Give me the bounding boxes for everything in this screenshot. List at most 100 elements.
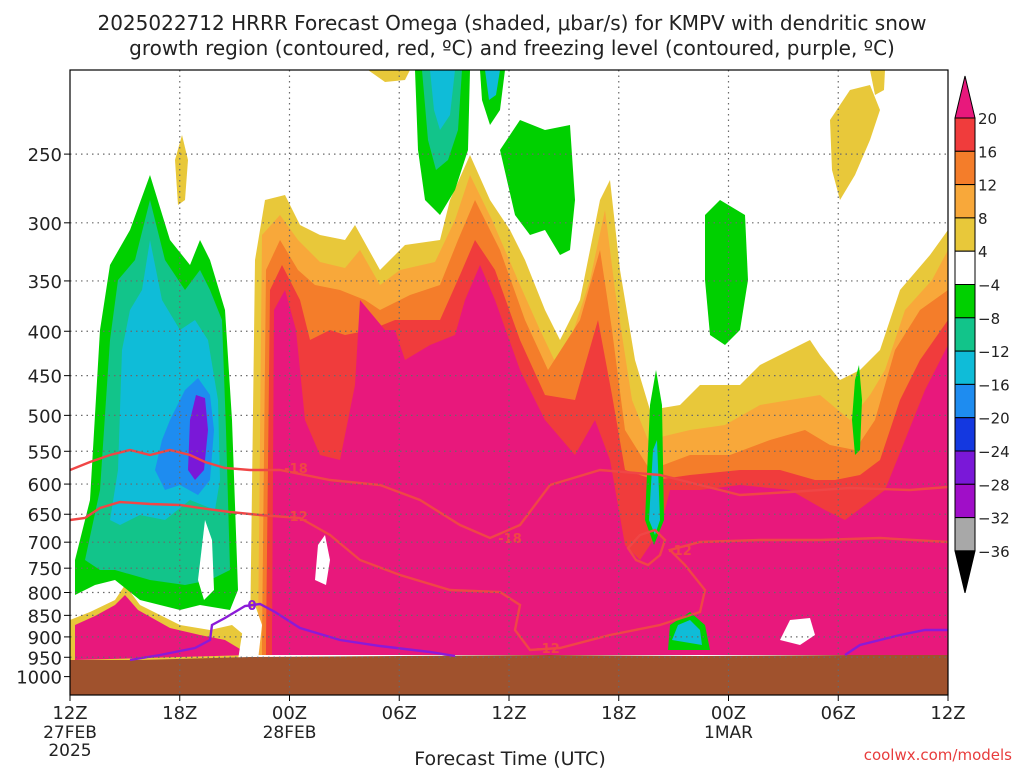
y-tick-label: 550 [28,442,62,463]
colorbar-label: −4 [978,277,1000,295]
chart-title-line-1: 2025022712 HRRR Forecast Omega (shaded, … [97,11,926,35]
omega-upper-plume-cyan [430,70,455,130]
omega-clear-hole-b [198,520,214,600]
colorbar-cap-bottom [954,550,976,594]
x-tick-label: 18Z [601,703,636,724]
omega-neg-column-cyan [649,440,660,535]
omega-patch-yellow-c [870,70,885,95]
omega-neg-column-green-2 [852,365,862,455]
y-tick-label: 400 [28,322,62,343]
colorbar-bin [954,250,976,285]
contours [70,448,948,662]
x-tick-label: 06Z [821,703,856,724]
colorbar-bin [954,450,976,485]
chart-title-line-2: growth region (contoured, red, ºC) and f… [129,36,895,60]
colorbar-label: −24 [978,443,1010,461]
y-tick-label: 350 [28,272,62,293]
colorbar-label: −36 [978,543,1010,561]
colorbar-bin [954,517,976,552]
colorbar-cap-top [954,75,976,119]
colorbar-label: −20 [978,410,1010,428]
colorbar-bin [954,317,976,352]
plot-frame [69,69,949,696]
x-tick-date: 28FEB [263,723,317,743]
x-tick-label: 12Z [930,703,965,724]
colorbar-label: −12 [978,343,1010,361]
omega-patch-yellow-b [830,85,880,200]
colorbar-label: 4 [978,243,988,261]
contour-label-minus-12-b: -12 [536,642,560,657]
colorbar-bin [954,417,976,452]
omega-low-core [75,595,250,660]
x-tick-label: 06Z [382,703,417,724]
x-tick-year: 2025 [48,741,91,761]
x-tick-date: 27FEB [43,723,97,743]
omega-neg-band-24 [188,395,208,480]
y-axis-ticks: 250 300 350 400 450 500 550 600 650 700 750 8008509… [16,145,70,689]
x-axis-label: Forecast Time (UTC) [414,748,605,768]
x-tick-date: 1MAR [704,723,753,743]
y-tick-label: 500 [28,406,62,427]
x-tick-label: 18Z [162,703,197,724]
contour-minus-18 [70,448,948,540]
contour-zero-right [844,628,948,656]
colorbar-label: −16 [978,376,1010,394]
colorbar-bin [954,217,976,252]
contour-label-minus-12-a: -12 [284,510,308,525]
colorbar-label: −28 [978,476,1010,494]
grid [70,70,948,695]
contour-label-minus-18-a: -18 [284,462,308,477]
omega-patch-yellow-d [175,135,188,205]
colorbar-label: 16 [978,143,997,161]
y-tick-label: 450 [28,367,62,388]
y-tick-label: 750 [28,559,62,580]
omega-upper-plume-green-4 [705,200,748,345]
omega-low-neg-cyan [672,620,702,645]
colorbar: 20 16 12 8 4 −4 −8 −12 −16 −20 −24 −28 −32 −36 [954,75,1010,594]
colorbar-label: 8 [978,210,988,228]
omega-upper-plume-cyan-2 [485,70,500,100]
omega-upper-plume-green-3 [500,120,575,255]
colorbar-bin [954,350,976,385]
colorbar-bin [954,483,976,519]
omega-clear-hole-c [315,535,330,585]
colorbar-bin [954,184,976,219]
contour-labels: -18 -18 -12 -12 -12 0 [247,462,691,657]
source-credit: coolwx.com/models [864,746,1012,764]
omega-clear-gap [238,605,262,660]
colorbar-bin [954,117,976,152]
x-tick-label: 00Z [711,703,746,724]
y-tick-label: 900 [28,628,62,649]
contour-minus-12 [70,500,948,652]
contour-label-zero: 0 [247,599,256,614]
colorbar-label: −8 [978,310,1000,328]
contour-minus-12-loop [626,528,667,567]
omega-band-20 [272,265,948,655]
y-tick-label: 650 [28,505,62,526]
x-tick-label: 12Z [52,703,87,724]
colorbar-label: 12 [978,177,997,195]
x-tick-label: 12Z [491,703,526,724]
y-tick-label: 800 [28,584,62,605]
colorbar-label: −32 [978,510,1010,528]
omega-field [70,70,948,695]
x-tick-label: 00Z [272,703,307,724]
y-tick-label: 300 [28,214,62,235]
colorbar-bin [954,284,976,319]
contour-zero [129,602,456,662]
colorbar-bin [954,150,976,186]
colorbar-label: 20 [978,110,997,128]
contour-label-minus-18-b: -18 [498,532,522,547]
y-tick-label: 850 [28,606,62,627]
omega-patch-yellow-a [368,70,410,82]
y-tick-label: 1000 [16,668,62,689]
y-tick-label: 600 [28,475,62,496]
y-tick-label: 250 [28,145,62,166]
contour-label-minus-12-c: -12 [668,544,692,559]
y-tick-label: 700 [28,533,62,554]
colorbar-bin [954,383,976,419]
omega-clear-hole-a [780,618,815,645]
